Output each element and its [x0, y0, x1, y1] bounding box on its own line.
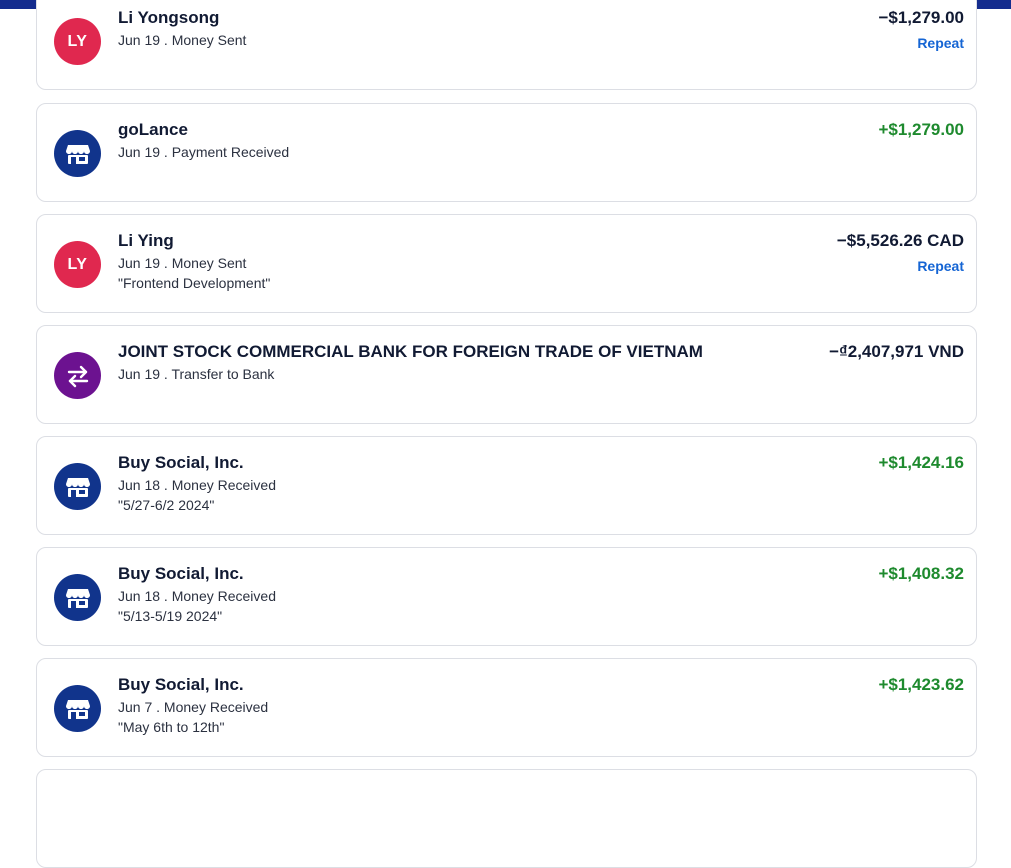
transaction-row[interactable]: Buy Social, Inc. Jun 7 . Money Received …: [36, 658, 977, 757]
transaction-note: "5/13-5/19 2024": [118, 608, 223, 624]
transaction-name: Buy Social, Inc.: [118, 675, 244, 694]
transaction-date-type: Jun 18 . Money Received: [118, 477, 276, 493]
transaction-name: JOINT STOCK COMMERCIAL BANK FOR FOREIGN …: [118, 342, 703, 361]
transaction-name: Buy Social, Inc.: [118, 564, 244, 583]
avatar: LY: [54, 241, 101, 288]
transaction-date-type: Jun 7 . Money Received: [118, 699, 269, 715]
transaction-amount: −₫2,407,971 VND: [829, 342, 964, 361]
transaction-amount: +$1,279.00: [878, 120, 964, 139]
transaction-row[interactable]: Buy Social, Inc. Jun 18 . Money Received…: [36, 436, 977, 535]
transaction-amount: +$1,408.32: [878, 564, 964, 583]
transaction-note: "May 6th to 12th": [118, 719, 225, 735]
transaction-row[interactable]: LY Li Yongsong Jun 19 . Money Sent −$1,2…: [36, 0, 977, 90]
storefront-icon: [54, 130, 101, 177]
transaction-name: goLance: [118, 120, 188, 139]
avatar: LY: [54, 18, 101, 65]
transaction-date-type: Jun 19 . Payment Received: [118, 144, 290, 160]
transaction-amount: −$1,279.00: [878, 8, 964, 27]
transaction-note: "Frontend Development": [118, 275, 271, 291]
avatar-initials: LY: [67, 32, 88, 50]
transaction-date-type: Jun 19 . Transfer to Bank: [118, 366, 275, 382]
storefront-icon: [54, 463, 101, 510]
transaction-row[interactable]: goLance Jun 19 . Payment Received +$1,27…: [36, 103, 977, 202]
transfer-arrows-icon: [54, 352, 101, 399]
transaction-name: Buy Social, Inc.: [118, 453, 244, 472]
storefront-icon: [54, 685, 101, 732]
transaction-row[interactable]: LY Li Ying Jun 19 . Money Sent "Frontend…: [36, 214, 977, 313]
transaction-amount: −$5,526.26 CAD: [836, 231, 964, 250]
avatar-initials: LY: [67, 255, 88, 273]
transaction-row[interactable]: Buy Social, Inc. Jun 18 . Money Received…: [36, 547, 977, 646]
repeat-link[interactable]: Repeat: [917, 258, 964, 274]
transaction-row[interactable]: [36, 769, 977, 868]
transaction-date-type: Jun 19 . Money Sent: [118, 255, 247, 271]
transaction-amount: +$1,424.16: [878, 453, 964, 472]
transaction-date-type: Jun 18 . Money Received: [118, 588, 276, 604]
transaction-name: Li Ying: [118, 231, 174, 250]
storefront-icon: [54, 574, 101, 621]
transaction-name: Li Yongsong: [118, 8, 220, 27]
repeat-link[interactable]: Repeat: [917, 35, 964, 51]
transaction-row[interactable]: JOINT STOCK COMMERCIAL BANK FOR FOREIGN …: [36, 325, 977, 424]
transaction-date-type: Jun 19 . Money Sent: [118, 32, 247, 48]
transaction-note: "5/27-6/2 2024": [118, 497, 215, 513]
transaction-amount: +$1,423.62: [878, 675, 964, 694]
